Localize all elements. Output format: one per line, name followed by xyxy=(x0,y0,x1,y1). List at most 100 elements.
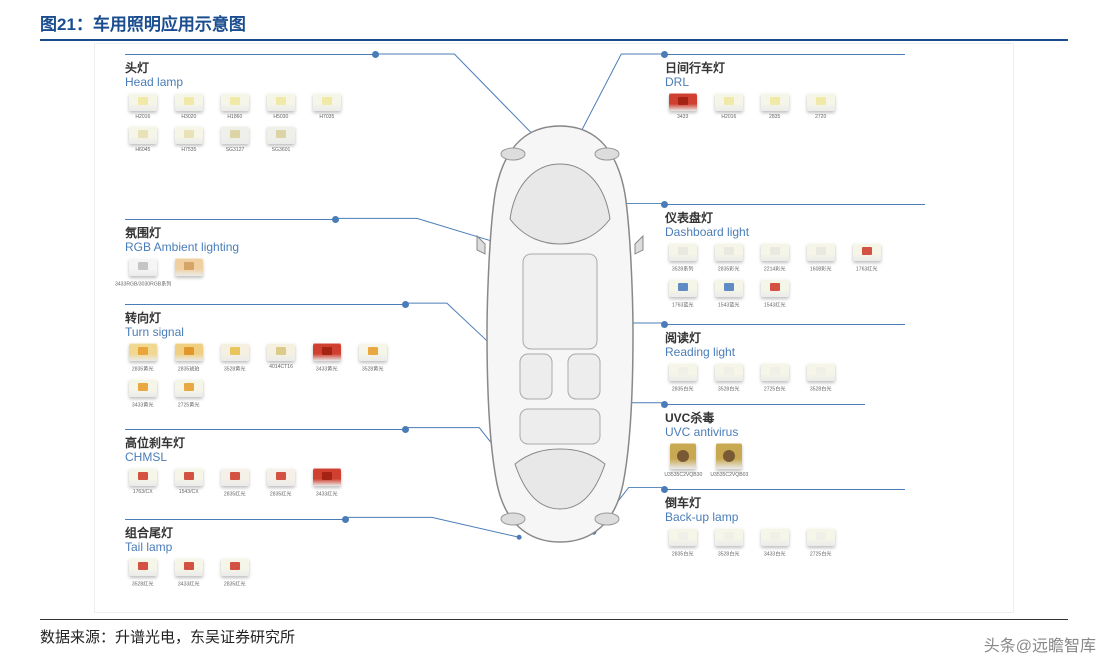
led-chip: 3433 xyxy=(665,93,701,120)
chip-label: 2835白光 xyxy=(672,550,694,558)
chip-label: 1543/CX xyxy=(179,490,199,495)
group-title-cn: 阅读灯 xyxy=(665,329,905,346)
chip-label: 2835红光 xyxy=(270,490,292,498)
led-chip: 3528黄光 xyxy=(217,343,253,373)
chip-label: 3528黄光 xyxy=(362,365,384,373)
chip-row: 3528系列2835彩光2214彩光1608彩光1763红光1763蓝光1543… xyxy=(665,243,925,309)
led-chip: H2016 xyxy=(711,93,747,120)
chip-label: 1543蓝光 xyxy=(718,301,740,309)
connector-dot xyxy=(402,426,409,433)
led-chip: 3433黄光 xyxy=(125,379,161,409)
chip-label: 2835红光 xyxy=(224,580,246,588)
led-chip: H1860 xyxy=(217,93,253,120)
led-chip: H6045 xyxy=(125,126,161,153)
source-bar: 数据来源：升谱光电，东吴证券研究所 xyxy=(40,619,1068,647)
chip-label: 2835红光 xyxy=(224,490,246,498)
chip-label: 2725白光 xyxy=(810,550,832,558)
chip-row: 3433 H2016 2835 2720 xyxy=(665,93,905,120)
chip-label: H7535 xyxy=(181,148,196,153)
chip-label: 2835黄光 xyxy=(132,365,154,373)
led-chip: 3528系列 xyxy=(665,243,701,273)
connector-dot xyxy=(372,51,379,58)
car-silhouette xyxy=(475,124,645,544)
chip-label: SG3127 xyxy=(226,148,245,153)
connector-dot xyxy=(661,201,668,208)
connector-dot xyxy=(332,216,339,223)
chip-label: U3535C2VQB30 xyxy=(664,473,702,478)
led-chip: 2835琥珀 xyxy=(171,343,207,373)
group-tail: 组合尾灯Tail lamp3528红光3433红光2835红光 xyxy=(125,519,345,588)
chip-label: 3433黄光 xyxy=(132,401,154,409)
group-read: 阅读灯Reading light2835白光3528白光2725白光3528白光 xyxy=(665,324,905,393)
group-title-cn: 日间行车灯 xyxy=(665,59,905,76)
chip-label: H6045 xyxy=(135,148,150,153)
group-head: 头灯Head lampH2016H3020H1860H5030H7035H604… xyxy=(125,54,375,153)
chip-row: 3433RGB/3030RGB系列 xyxy=(125,258,335,288)
chip-label: 1763/CX xyxy=(133,490,153,495)
group-uvc: UVC杀毒UVC antivirus U3535C2VQB30U3535C2VQB… xyxy=(665,404,865,478)
chip-label: 3433红光 xyxy=(316,490,338,498)
group-title-en: Head lamp xyxy=(125,76,375,89)
group-title-en: Turn signal xyxy=(125,326,405,339)
connector-dot xyxy=(342,516,349,523)
group-title-cn: 仪表盘灯 xyxy=(665,209,925,226)
source-text: 数据来源：升谱光电，东吴证券研究所 xyxy=(40,629,295,646)
chip-label: 4014CT16 xyxy=(269,365,293,370)
chip-label: H7035 xyxy=(319,115,334,120)
led-chip: 3528白光 xyxy=(711,528,747,558)
led-chip: 3528白光 xyxy=(803,363,839,393)
led-chip: 1543/CX xyxy=(171,468,207,498)
chip-label: H1860 xyxy=(227,115,242,120)
connector-dot xyxy=(402,301,409,308)
led-chip xyxy=(171,258,207,288)
led-chip: SG3601 xyxy=(263,126,299,153)
chip-row: 2835黄光 2835琥珀 3528黄光 4014CT16 3433黄光 3528黄光 34… xyxy=(125,343,405,409)
led-chip: 2835红光 xyxy=(217,558,253,588)
led-chip: 2835红光 xyxy=(263,468,299,498)
chip-label: 2720 xyxy=(815,115,826,120)
chip-label: 2835 xyxy=(769,115,780,120)
chip-label: 2835白光 xyxy=(672,385,694,393)
led-chip: 2725黄光 xyxy=(171,379,207,409)
figure-title: 图21：车用照明应用示意图 xyxy=(40,10,1068,35)
led-chip: 1763红光 xyxy=(849,243,885,273)
group-title-en: RGB Ambient lighting xyxy=(125,241,335,254)
chip-label: 3528白光 xyxy=(718,550,740,558)
group-title-en: UVC antivirus xyxy=(665,426,865,439)
group-title-en: Dashboard light xyxy=(665,226,925,239)
chip-label: 1543红光 xyxy=(764,301,786,309)
led-chip: 2725白光 xyxy=(757,363,793,393)
led-chip: 2835 xyxy=(757,93,793,120)
group-title-en: Back-up lamp xyxy=(665,511,905,524)
led-chip: 2214彩光 xyxy=(757,243,793,273)
group-title-cn: UVC杀毒 xyxy=(665,409,865,426)
chip-label: 2725白光 xyxy=(764,385,786,393)
connector-dot xyxy=(661,51,668,58)
group-turn: 转向灯Turn signal 2835黄光 2835琥珀 3528黄光 4014CT16… xyxy=(125,304,405,409)
chip-label: H5030 xyxy=(273,115,288,120)
group-back: 倒车灯Back-up lamp2835白光3528白光3433白光2725白光 xyxy=(665,489,905,558)
chip-row: 1763/CX 1543/CX 2835红光 2835红光 3433红光 xyxy=(125,468,405,498)
chip-label: H3020 xyxy=(181,115,196,120)
chip-label: SG3601 xyxy=(272,148,291,153)
chip-label: 3433白光 xyxy=(764,550,786,558)
led-chip: 3528黄光 xyxy=(355,343,391,373)
led-chip: 4014CT16 xyxy=(263,343,299,373)
connector-dot xyxy=(661,486,668,493)
led-chip: 3433黄光 xyxy=(309,343,345,373)
led-chip: 3528红光 xyxy=(125,558,161,588)
led-chip: 2835红光 xyxy=(217,468,253,498)
chip-row: U3535C2VQB30U3535C2VQB03 xyxy=(665,443,865,478)
chip-label: 3433 xyxy=(677,115,688,120)
chip-label: 2835彩光 xyxy=(718,265,740,273)
led-chip: 3528白光 xyxy=(711,363,747,393)
figure-title-bar: 图21：车用照明应用示意图 xyxy=(40,10,1068,41)
group-title-en: DRL xyxy=(665,76,905,89)
led-chip: 1763蓝光 xyxy=(665,279,701,309)
chip-label: 3433RGB/3030RGB系列 xyxy=(115,280,171,288)
chip-label: 2725黄光 xyxy=(178,401,200,409)
led-chip: 2725白光 xyxy=(803,528,839,558)
group-title-cn: 转向灯 xyxy=(125,309,405,326)
led-chip: H2016 xyxy=(125,93,161,120)
chip-label: H2016 xyxy=(135,115,150,120)
